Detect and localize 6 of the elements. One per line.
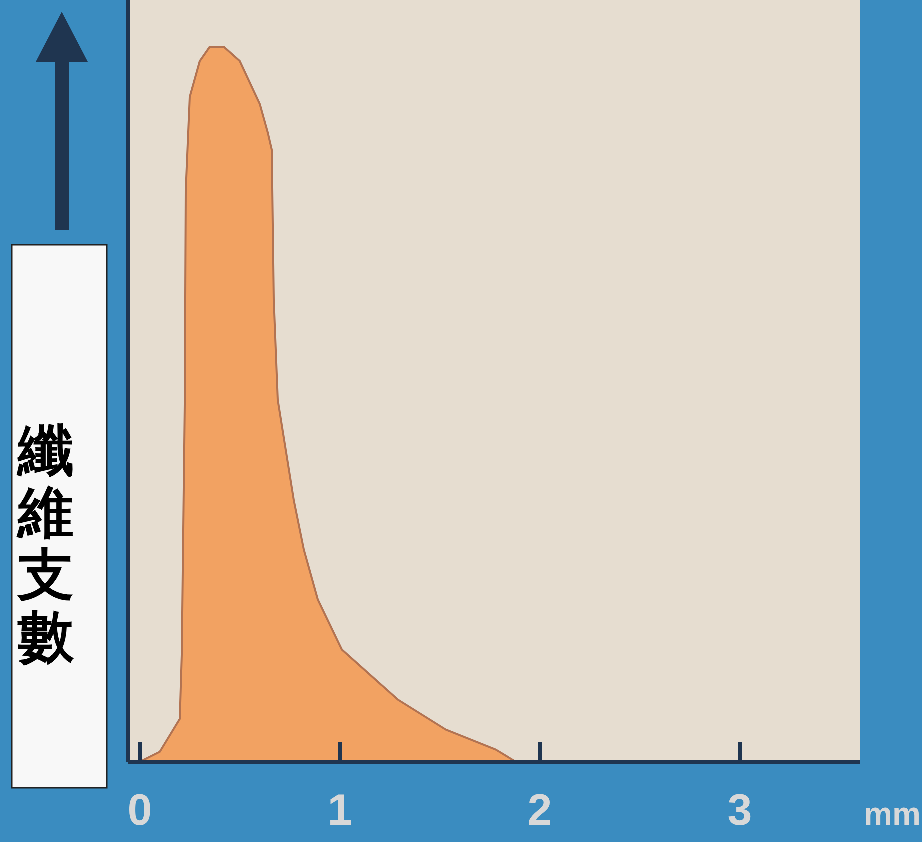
x-axis-title: mm bbox=[864, 796, 921, 832]
y-axis-title: 纖維支數 bbox=[16, 418, 75, 670]
x-tick-label: 3 bbox=[728, 786, 752, 835]
x-tick-label: 0 bbox=[128, 786, 152, 835]
x-tick-label: 2 bbox=[528, 786, 552, 835]
x-tick-label: 1 bbox=[328, 786, 352, 835]
